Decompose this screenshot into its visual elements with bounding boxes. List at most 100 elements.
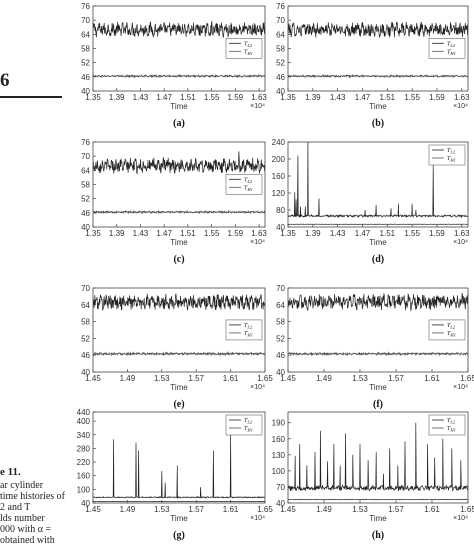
chart-panel: 40 46 52 58 64 70 1.45 1.49 1.53 1.57 1.61 1.65×10⁴… (276, 284, 474, 410)
y-tick-label: 64 (81, 301, 90, 310)
y-tick-label: 40 (276, 87, 285, 96)
chart-panel: 40 46 52 58 64 70 76 1.35 1.39 1.43 1.47 1.51 1.55 1.… (276, 2, 470, 129)
panel-label: (d) (372, 254, 384, 265)
x-tick-label: 1.59 (429, 229, 445, 238)
y-tick-label: 58 (81, 318, 90, 327)
legend-entry: TL2 (447, 323, 456, 330)
series-line-t-l2 (288, 21, 468, 38)
x-tick-label: 1.57 (388, 374, 404, 383)
x-axis-label: Time (170, 514, 188, 523)
x-tick-label: 1.51 (380, 93, 396, 102)
x-axis-label: Time (369, 514, 387, 523)
legend-entry: TL2 (244, 323, 253, 330)
x-tick-label: 1.51 (180, 93, 196, 102)
x-tick-label: 1.49 (120, 505, 136, 514)
x-multiplier: ×10⁴ (250, 239, 265, 246)
y-tick-label: 340 (77, 431, 91, 440)
x-tick-label: 1.51 (180, 229, 196, 238)
series-line-t-h1 (93, 351, 265, 357)
panel-label: (f) (373, 399, 383, 410)
y-tick-label: 46 (276, 351, 285, 360)
x-tick-label: 1.35 (280, 229, 296, 238)
panel-label: (c) (173, 254, 184, 265)
series-line-t-l2 (288, 292, 468, 312)
y-tick-label: 40 (81, 87, 90, 96)
legend-entry: TH1 (447, 331, 456, 338)
legend-subscript: H1 (449, 158, 456, 163)
plot-frame (92, 287, 266, 373)
caption-line: obtained with (0, 535, 55, 546)
legend-subscript: H1 (449, 51, 456, 56)
x-multiplier: ×10⁴ (250, 103, 265, 110)
y-tick-label: 240 (272, 138, 286, 147)
y-tick-label: 160 (272, 435, 286, 444)
legend-entry: TH1 (447, 49, 456, 56)
x-tick-label: 1.39 (109, 229, 125, 238)
y-tick-label: 40 (81, 368, 90, 377)
legend-entry: TH1 (244, 49, 253, 56)
y-tick-label: 130 (272, 451, 286, 460)
legend-entry: TH1 (447, 426, 456, 433)
series-line-t-h1 (288, 73, 468, 79)
y-tick-label: 40 (276, 368, 285, 377)
caption-title: e 11. (0, 466, 21, 478)
x-tick-label: 1.39 (305, 93, 321, 102)
y-tick-label: 64 (276, 30, 285, 39)
x-tick-label: 1.35 (280, 93, 296, 102)
legend-subscript: L2 (449, 43, 456, 48)
x-tick-label: 1.47 (156, 229, 172, 238)
caption-sidebar: 6 e 11. ar cylinder time histories of 2 … (0, 0, 70, 552)
y-tick-label: 52 (276, 334, 285, 343)
y-tick-label: 400 (77, 417, 91, 426)
y-tick-label: 52 (276, 59, 285, 68)
x-tick-label: 1.45 (280, 505, 296, 514)
x-tick-label: 1.43 (133, 93, 149, 102)
x-tick-label: 1.45 (280, 374, 296, 383)
x-tick-label: 1.61 (424, 505, 440, 514)
series-line-t-h1 (93, 73, 265, 79)
x-axis-label: Time (170, 383, 188, 392)
x-tick-label: 1.49 (316, 505, 332, 514)
x-tick-label: 1.47 (355, 93, 371, 102)
chart-panel: 40 46 52 58 64 70 76 1.35 1.39 1.43 1.47 1.51 1.55 1.… (81, 138, 267, 265)
y-tick-label: 64 (81, 30, 90, 39)
y-tick-label: 64 (81, 166, 90, 175)
legend-subscript: H1 (449, 332, 456, 337)
legend-subscript: L2 (246, 179, 253, 184)
x-tick-label: 1.63 (454, 93, 470, 102)
y-tick-label: 220 (77, 458, 91, 467)
y-tick-label: 70 (81, 284, 90, 293)
y-tick-label: 440 (77, 408, 91, 417)
x-axis-label: Time (369, 102, 387, 111)
x-axis-label: Time (170, 238, 188, 247)
plot-frame (287, 141, 469, 228)
legend-entry: TL2 (244, 177, 253, 184)
legend-entry: TH1 (447, 156, 456, 163)
x-tick-label: 1.65 (460, 374, 474, 383)
series-line-t-l2 (93, 434, 265, 499)
x-tick-label: 1.57 (188, 374, 204, 383)
legend-subscript: H1 (246, 332, 253, 337)
x-tick-label: 1.53 (154, 505, 170, 514)
series-line-t-h1 (93, 209, 265, 215)
x-tick-label: 1.55 (204, 93, 220, 102)
legend-entry: TL2 (244, 418, 253, 425)
x-tick-label: 1.35 (85, 93, 101, 102)
y-tick-label: 40 (276, 499, 285, 508)
x-tick-label: 1.61 (223, 374, 239, 383)
series-line-t-h1 (288, 351, 468, 357)
plot-frame (287, 287, 469, 373)
caption-line: time histories of (0, 491, 65, 502)
legend-subscript: H1 (246, 187, 253, 192)
legend-subscript: H1 (449, 428, 456, 433)
panel-label: (e) (173, 399, 184, 410)
chart-panel: 40 46 52 58 64 70 1.45 1.49 1.53 1.57 1.61 1.65×10⁴… (81, 284, 273, 410)
y-tick-label: 40 (81, 499, 90, 508)
legend-entry: TH1 (244, 426, 253, 433)
y-tick-label: 58 (276, 45, 285, 54)
x-multiplier: ×10⁴ (250, 515, 265, 522)
y-tick-label: 100 (77, 485, 91, 494)
legend-entry: TL2 (447, 41, 456, 48)
y-tick-label: 70 (276, 16, 285, 25)
